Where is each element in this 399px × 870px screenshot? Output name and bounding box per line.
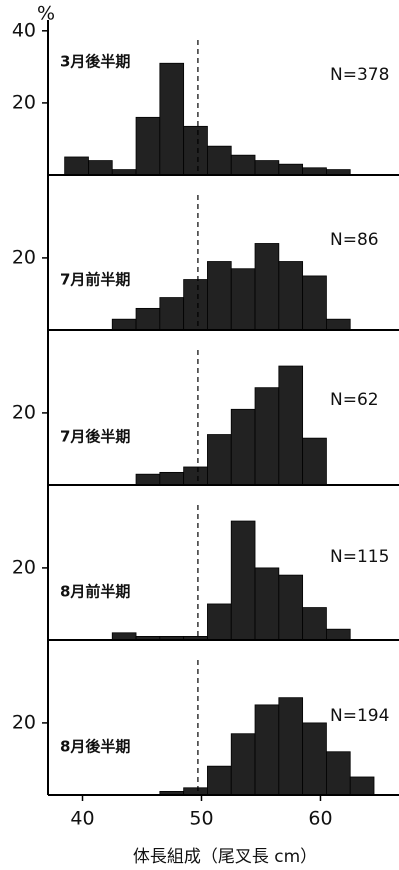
bar [135, 307, 161, 331]
bar [207, 603, 232, 641]
bar [64, 156, 89, 176]
sample-size: N=194 [330, 706, 389, 726]
bar [254, 704, 280, 796]
y-tick-label: 20 [12, 401, 36, 423]
bar [207, 145, 232, 176]
bar [135, 473, 161, 486]
bar [230, 408, 256, 486]
bar [207, 261, 232, 331]
y-tick-label: 20 [12, 246, 36, 268]
y-tick-label: 20 [12, 711, 36, 733]
sample-size: N=86 [330, 230, 379, 250]
y-tick-label: 20 [12, 556, 36, 578]
sample-size: N=378 [330, 65, 389, 85]
x-tick-label: 40 [70, 808, 94, 830]
bar [326, 628, 351, 641]
panel-label: 7月後半期 [60, 428, 130, 446]
x-tick-label: 60 [308, 808, 332, 830]
bar [207, 765, 232, 796]
y-tick-label: 20 [12, 91, 36, 113]
sample-size: N=115 [330, 547, 389, 567]
bar [254, 567, 280, 641]
x-tick-label: 50 [189, 808, 213, 830]
panel-label: 8月後半期 [60, 738, 130, 756]
panel-label: 8月前半期 [60, 583, 130, 601]
bar [254, 243, 280, 331]
panel-label: 7月前半期 [60, 271, 130, 289]
x-axis-label: 体長組成（尾叉長 cm） [133, 847, 317, 867]
bar [159, 471, 185, 486]
bar [278, 163, 304, 176]
bar [183, 466, 208, 486]
bar [111, 318, 137, 331]
bar [302, 722, 327, 796]
bar [278, 697, 304, 796]
bar [88, 160, 113, 176]
bar [326, 318, 351, 331]
y-tick-label: 40 [12, 19, 36, 41]
bar [302, 167, 327, 176]
bar [302, 607, 327, 641]
bar [183, 125, 208, 176]
bar [159, 62, 185, 176]
bar [302, 437, 327, 486]
bar [183, 787, 208, 796]
bar [349, 776, 375, 796]
y-axis-label: % [37, 3, 55, 25]
bar [135, 116, 161, 176]
bar [230, 268, 256, 331]
bar [278, 574, 304, 641]
bar [254, 387, 280, 486]
bar [278, 365, 304, 486]
sample-size: N=62 [330, 390, 379, 410]
bar [207, 434, 232, 486]
bar [159, 297, 185, 331]
bar [183, 279, 208, 331]
bar [254, 160, 280, 176]
bar [111, 632, 137, 641]
bar [278, 261, 304, 331]
bar [302, 275, 327, 331]
bar [230, 733, 256, 796]
bar [326, 751, 351, 796]
panel-label: 3月後半期 [60, 53, 130, 71]
bar [230, 520, 256, 641]
bar [230, 154, 256, 176]
